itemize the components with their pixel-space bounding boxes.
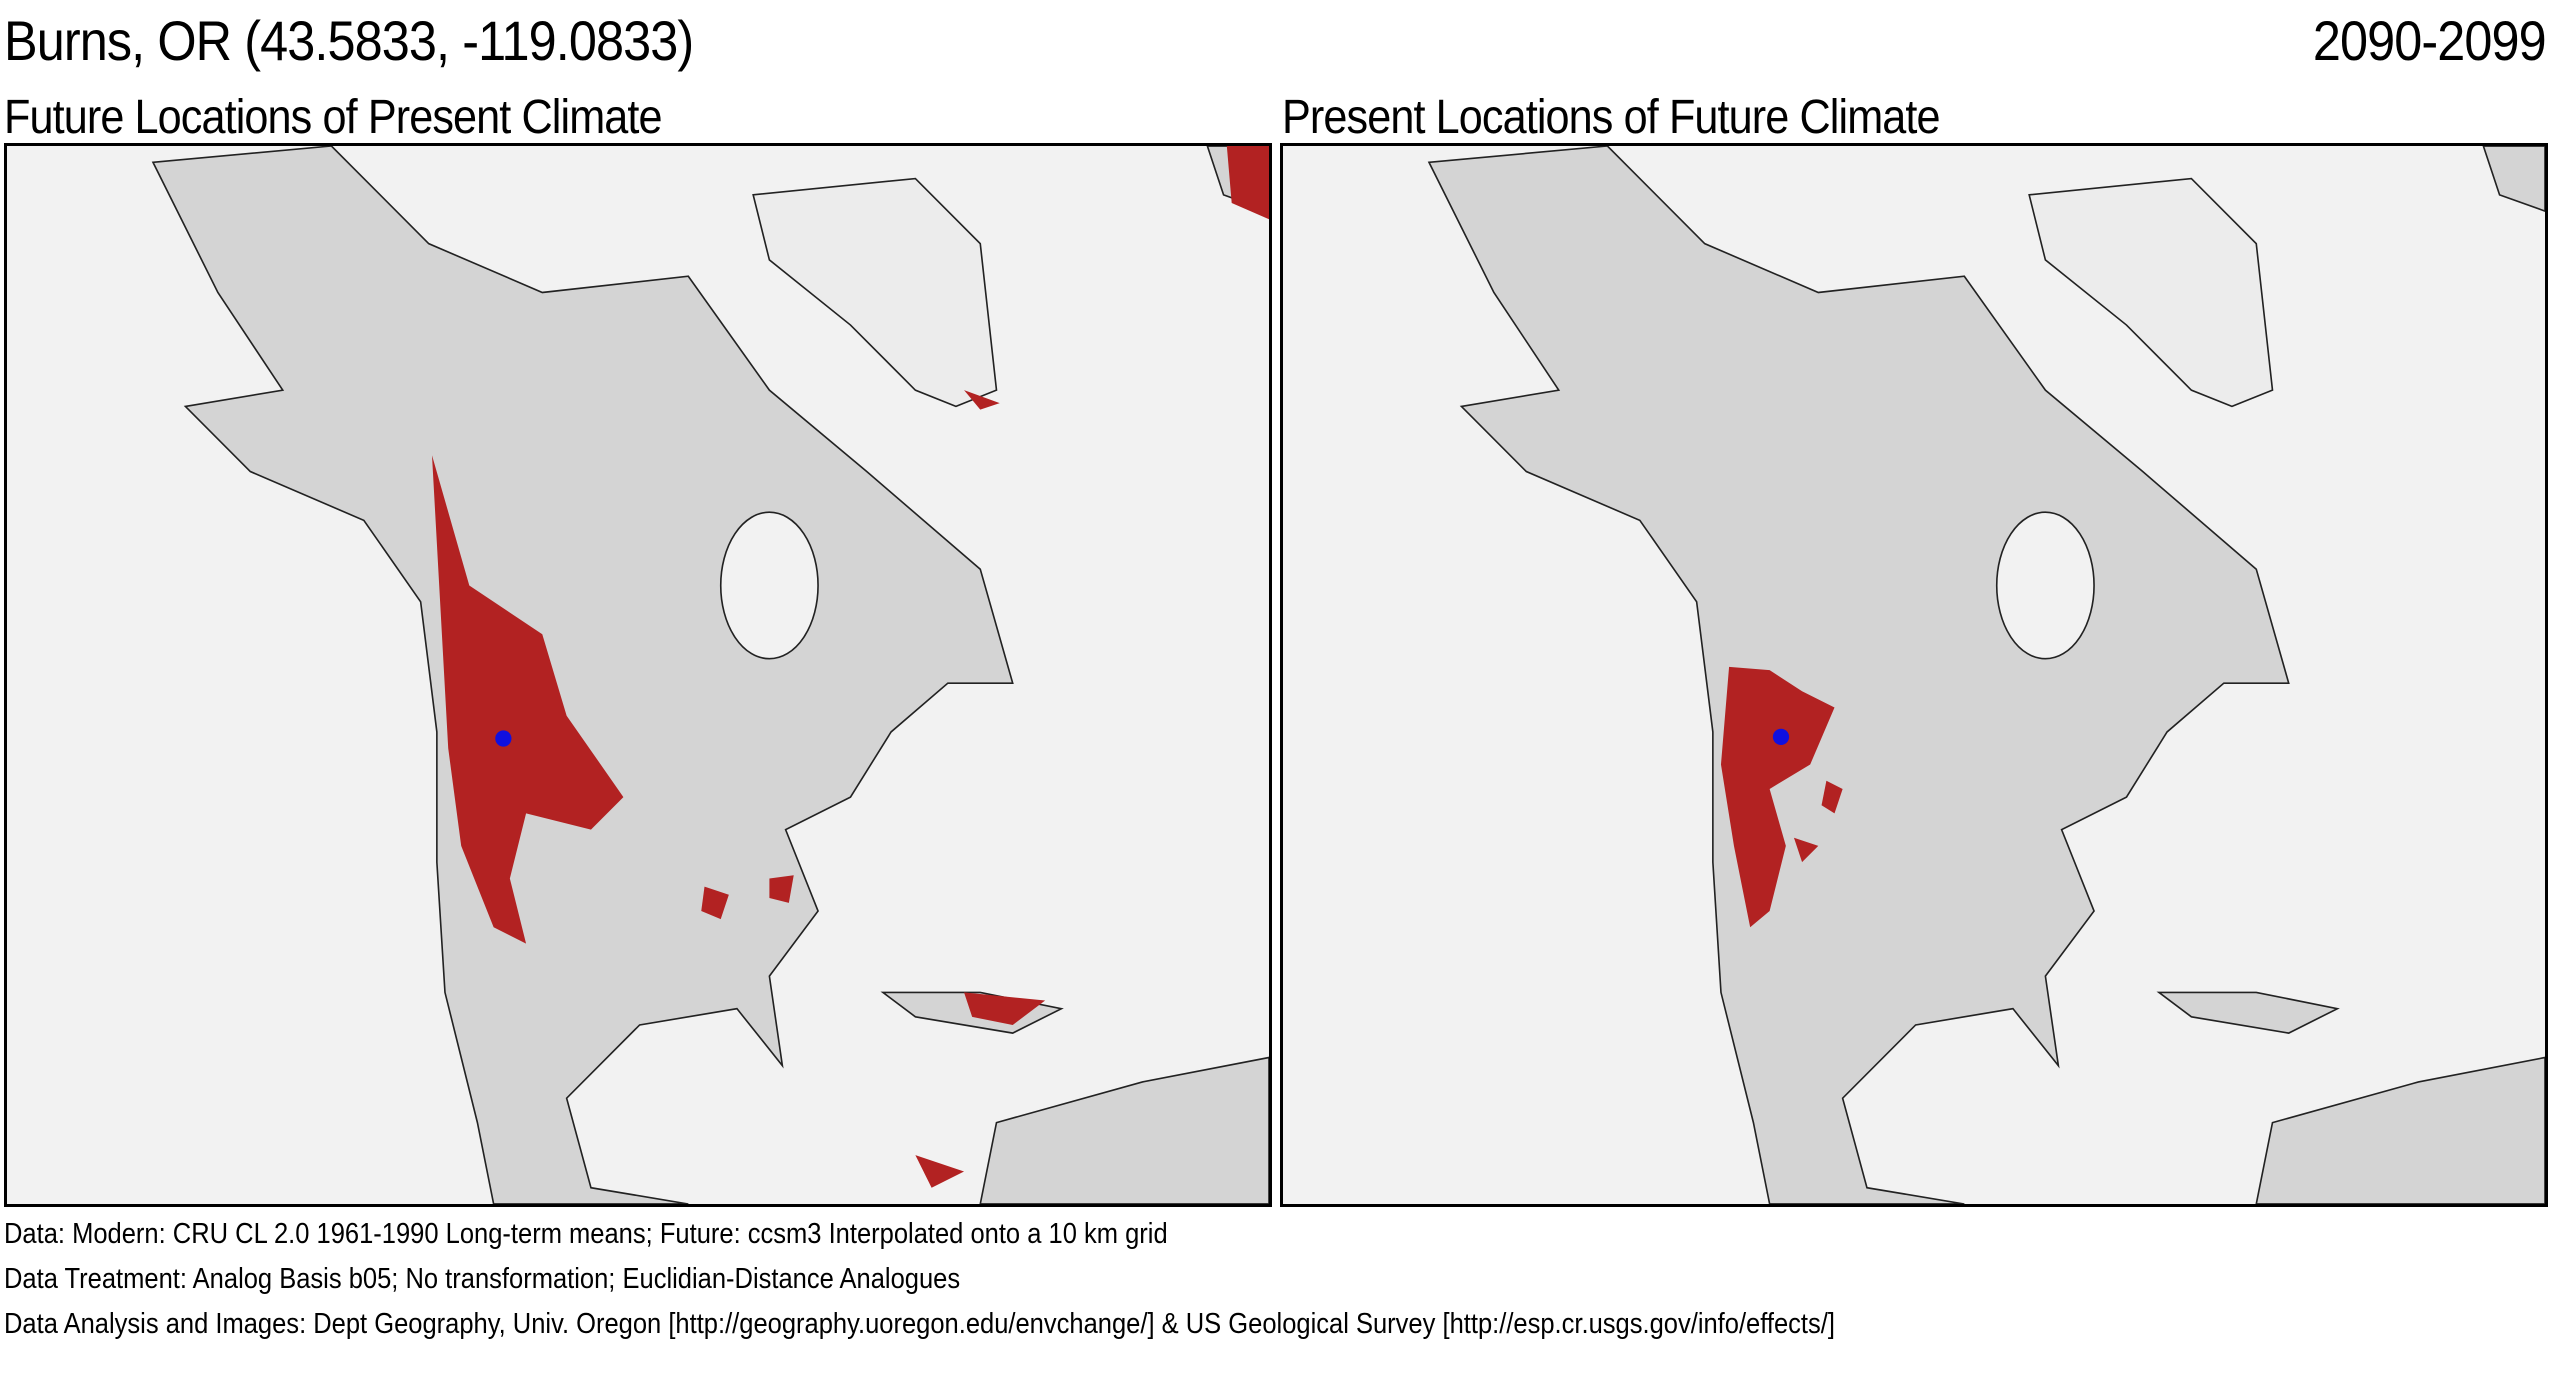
- location-title: Burns, OR (43.5833, -119.0833): [4, 9, 694, 72]
- map-future-locations-of-present-climate: [4, 143, 1272, 1207]
- footer-analysis-credits: Data Analysis and Images: Dept Geography…: [4, 1308, 1835, 1340]
- panel-title-left: Future Locations of Present Climate: [4, 91, 663, 144]
- map-present-locations-of-future-climate: [1280, 143, 2548, 1207]
- footer-data-treatment: Data Treatment: Analog Basis b05; No tra…: [4, 1263, 961, 1295]
- landmass: [151, 146, 1269, 1204]
- footer-data-source: Data: Modern: CRU CL 2.0 1961-1990 Long-…: [4, 1218, 1168, 1250]
- landmass: [1427, 146, 2545, 1204]
- site-marker: [1772, 728, 1790, 745]
- panel-title-right: Present Locations of Future Climate: [1282, 91, 1941, 144]
- hudson-bay: [1995, 511, 2095, 660]
- analog-region: [431, 146, 1269, 1188]
- hudson-bay: [719, 511, 819, 660]
- period-label: 2090-2099: [2313, 9, 2547, 72]
- site-marker: [495, 730, 512, 747]
